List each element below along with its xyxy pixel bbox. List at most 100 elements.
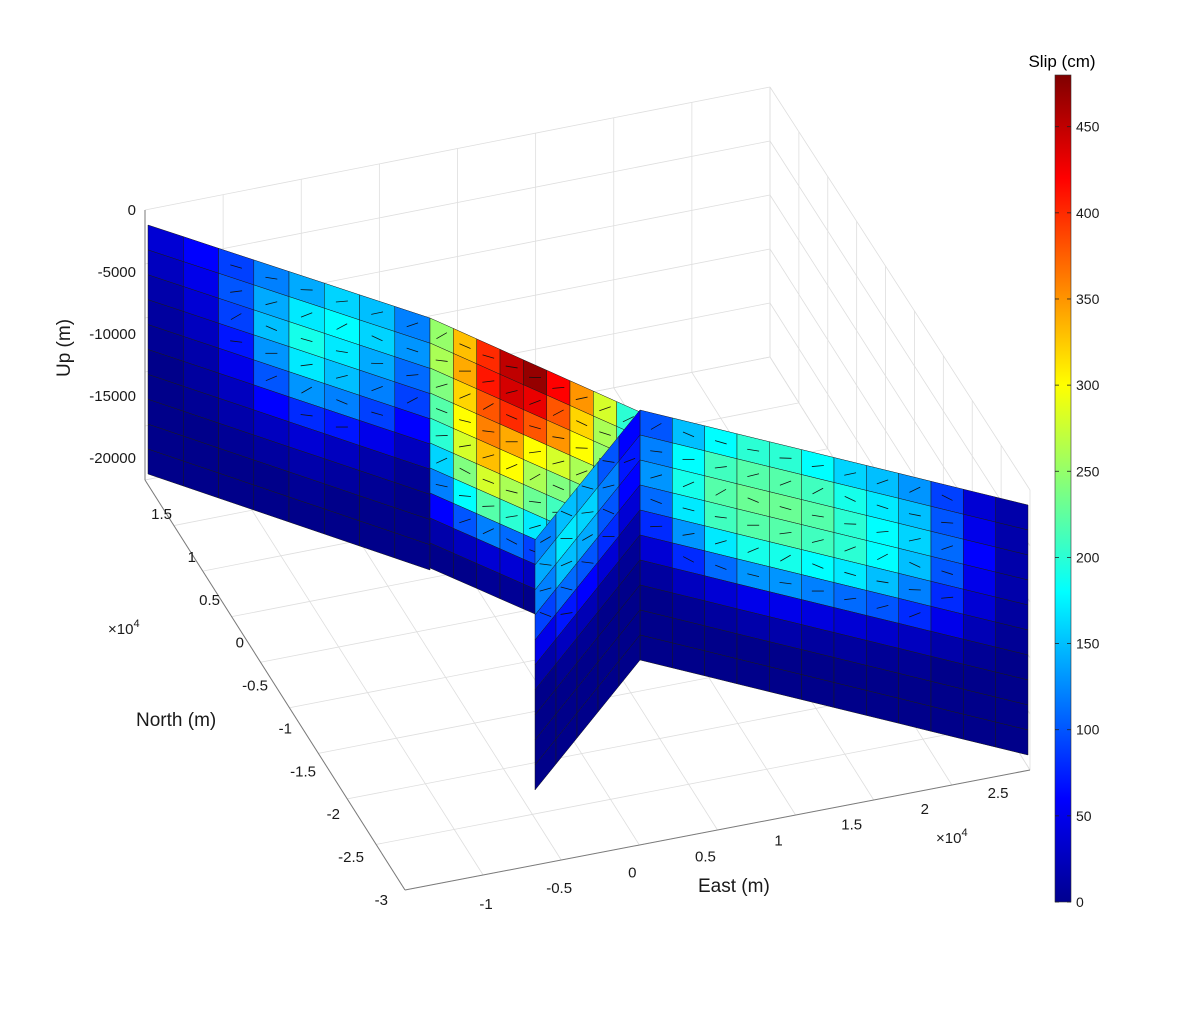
rake-vector (682, 507, 695, 512)
rake-vector (552, 386, 565, 389)
rake-vector (459, 343, 471, 349)
rake-vector (371, 311, 384, 315)
rake-vector (435, 383, 448, 388)
rake-vector (371, 411, 384, 416)
colorbar-tick-label: 300 (1076, 377, 1100, 393)
rake-vector (459, 444, 471, 448)
y-tick-label: -3 (375, 892, 388, 909)
rake-vector (459, 467, 471, 475)
rake-vector (406, 397, 418, 404)
y-axis-line (144, 479, 406, 891)
rake-vector (844, 472, 857, 476)
colorbar-tick-label: 150 (1076, 636, 1100, 652)
wall-grid-line (769, 140, 1031, 547)
z-tick-label: -5000 (98, 264, 136, 281)
x-tick-label: 1 (774, 833, 782, 850)
rake-vector (336, 399, 348, 405)
rake-vector (779, 581, 792, 585)
rake-vector (560, 560, 573, 567)
rake-vector (582, 534, 593, 541)
rake-vector (230, 313, 242, 320)
rake-vector (779, 506, 792, 511)
rake-vector (602, 460, 615, 463)
colorbar-label: Slip (cm) (1028, 52, 1095, 71)
rake-vector (230, 340, 243, 343)
rake-vector (505, 489, 518, 494)
wall-grid-line (769, 86, 1031, 491)
rake-vector (599, 406, 611, 412)
rake-vector (844, 571, 857, 576)
rake-vector (265, 375, 278, 382)
rake-vector (650, 423, 662, 430)
rake-vector (941, 545, 953, 551)
x-tick-label: 0.5 (695, 848, 716, 865)
rake-vector (435, 359, 448, 362)
rake-vector (539, 563, 552, 566)
rake-vector (505, 414, 518, 420)
rake-vector (683, 556, 694, 563)
rake-vector (876, 530, 889, 533)
rake-vector (909, 561, 921, 568)
colorbar-tick-label: 400 (1076, 205, 1100, 221)
rake-vector (300, 414, 313, 417)
rake-vector (482, 380, 495, 383)
rake-vector (941, 494, 953, 501)
rake-vector (335, 300, 348, 303)
rake-vector (876, 580, 889, 584)
rake-vector (505, 390, 518, 394)
rake-vector (747, 473, 760, 478)
rake-vector (529, 524, 541, 529)
rake-vector (406, 347, 419, 353)
rake-vector (552, 409, 564, 416)
rake-vector (844, 597, 857, 601)
rake-vector (552, 436, 565, 439)
rake-vector (482, 454, 495, 459)
rake-vector (482, 354, 495, 359)
rake-vector (714, 466, 727, 469)
rake-vector (528, 451, 542, 454)
y-tick-label: 1.5 (151, 506, 172, 523)
x-exponent-power: 4 (961, 827, 967, 839)
rake-vector (560, 612, 573, 615)
rake-vector (941, 570, 953, 575)
rake-vector (482, 528, 494, 535)
rake-vector (529, 399, 541, 405)
y-tick-label: 0 (236, 635, 244, 652)
rake-vector (459, 419, 471, 423)
rake-vector (406, 322, 419, 328)
rake-vector (811, 539, 824, 543)
rake-vector (459, 393, 471, 399)
slip-patch-branch (618, 634, 641, 687)
rake-vector (528, 500, 542, 504)
floor-grid-line (376, 723, 1002, 845)
z-axis-label: Up (m) (54, 319, 75, 377)
x-exponent-base: ×10 (936, 830, 961, 847)
rake-vector (336, 323, 348, 330)
rake-vector (714, 516, 727, 519)
slip-patch-west (394, 532, 431, 571)
rake-vector (941, 596, 954, 599)
rake-vector (811, 465, 824, 467)
rake-vector (812, 487, 824, 495)
rake-vector (482, 403, 494, 410)
colorbar-tick-label: 350 (1076, 291, 1100, 307)
rake-vector (715, 488, 727, 496)
colorbar-tick-label: 450 (1076, 119, 1100, 135)
x-axis-label: East (m) (698, 876, 770, 897)
y-axis-label: North (m) (136, 710, 216, 731)
rake-vector (230, 264, 243, 269)
x-tick-label: -1 (479, 896, 492, 913)
z-tick-label: -15000 (89, 388, 136, 405)
rake-vector (602, 508, 615, 515)
rake-vector (435, 408, 448, 414)
rake-vector (406, 374, 419, 377)
rake-vector (714, 540, 727, 545)
rake-vector (265, 301, 278, 306)
z-tick-label: -20000 (89, 450, 136, 467)
rake-vector (747, 573, 760, 578)
rake-vector (876, 479, 889, 485)
rake-vector (844, 546, 856, 552)
rake-vector (581, 511, 594, 514)
rake-vector (529, 425, 541, 430)
